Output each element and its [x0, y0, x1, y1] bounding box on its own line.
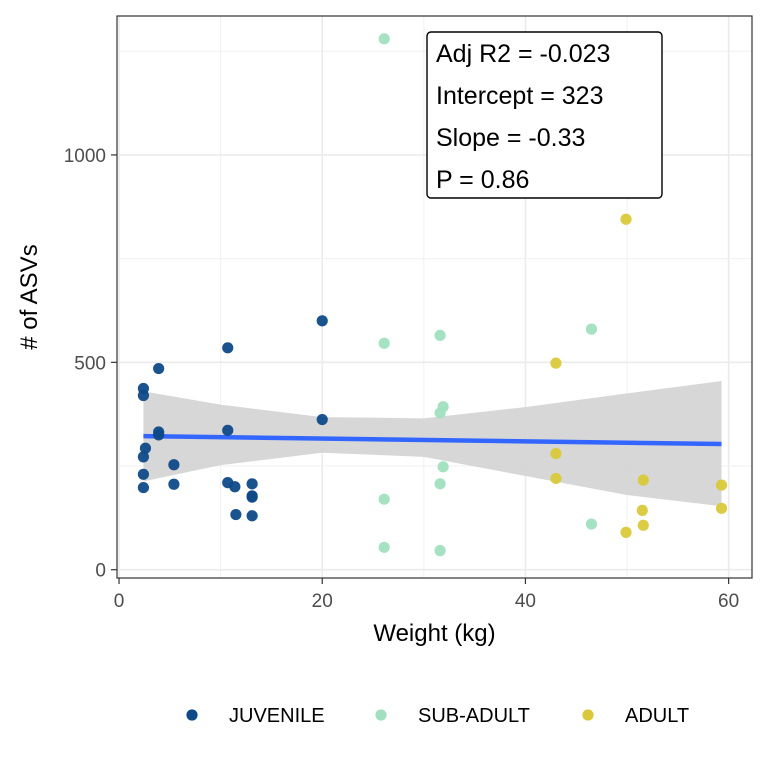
point-adult — [715, 502, 728, 514]
point-juvenile — [137, 481, 150, 494]
point-sub-adult — [378, 33, 390, 45]
x-tick-label: 60 — [718, 591, 739, 612]
point-juvenile — [139, 442, 152, 454]
confidence-ribbon-group — [143, 380, 722, 507]
point-adult — [550, 472, 562, 485]
x-tick-label: 0 — [114, 591, 125, 612]
point-juvenile — [222, 342, 234, 354]
x-tick-label: 40 — [515, 591, 536, 612]
point-sub-adult — [437, 461, 449, 473]
point-sub-adult — [378, 541, 390, 553]
point-sub-adult — [378, 493, 390, 505]
trend-line-group — [143, 433, 722, 447]
point-sub-adult — [434, 478, 446, 490]
legend-label-adult: ADULT — [625, 705, 689, 727]
p-value-label: P = 0.86 — [436, 166, 529, 194]
point-juvenile — [230, 508, 242, 521]
legend: JUVENILE SUB-ADULT ADULT — [186, 705, 689, 727]
stats-annotation: Adj R2 = -0.023 Intercept = 323 Slope = … — [426, 31, 663, 199]
point-adult — [636, 504, 648, 516]
y-tick-label: 500 — [74, 353, 106, 374]
point-juvenile — [246, 478, 258, 490]
point-sub-adult — [585, 518, 598, 530]
y-axis-title: # of ASVs — [16, 244, 43, 349]
point-juvenile — [316, 315, 328, 327]
point-adult — [550, 357, 562, 369]
data-points — [137, 33, 728, 557]
adj-r2-label: Adj R2 = -0.023 — [436, 40, 610, 68]
point-juvenile — [222, 424, 234, 436]
point-sub-adult — [434, 545, 446, 557]
point-juvenile — [168, 478, 180, 490]
legend-key-juvenile — [186, 709, 198, 721]
point-adult — [637, 474, 649, 486]
legend-key-sub-adult — [375, 709, 387, 721]
point-juvenile — [168, 459, 180, 471]
point-adult — [637, 519, 649, 531]
point-adult — [620, 526, 632, 538]
point-adult — [550, 447, 562, 460]
legend-key-adult — [582, 709, 594, 721]
intercept-label: Intercept = 323 — [436, 82, 603, 110]
point-juvenile — [137, 389, 150, 402]
x-tick-label: 20 — [312, 591, 333, 612]
point-sub-adult — [585, 323, 598, 335]
point-juvenile — [153, 429, 165, 441]
point-juvenile — [153, 362, 165, 375]
point-juvenile — [137, 468, 150, 480]
point-juvenile — [246, 491, 258, 503]
y-tick-label: 0 — [95, 561, 106, 582]
point-sub-adult — [434, 407, 446, 419]
point-juvenile — [137, 451, 150, 463]
point-juvenile — [316, 413, 328, 426]
y-tick-label: 1000 — [64, 146, 106, 167]
axes: 0 20 40 60 0 500 1000 — [64, 146, 739, 612]
point-sub-adult — [378, 337, 390, 349]
legend-label-juvenile: JUVENILE — [229, 705, 325, 727]
confidence-ribbon — [143, 380, 722, 507]
regression-line — [143, 433, 722, 447]
point-juvenile — [246, 510, 258, 522]
stats-annotation-box — [426, 31, 663, 199]
slope-label: Slope = -0.33 — [436, 124, 585, 152]
point-juvenile — [229, 481, 241, 493]
point-adult — [715, 479, 728, 491]
point-adult — [620, 213, 632, 225]
x-axis-title: Weight (kg) — [373, 620, 495, 647]
plot-panel-border — [116, 15, 753, 579]
legend-label-sub-adult: SUB-ADULT — [418, 705, 530, 727]
point-sub-adult — [434, 329, 446, 341]
